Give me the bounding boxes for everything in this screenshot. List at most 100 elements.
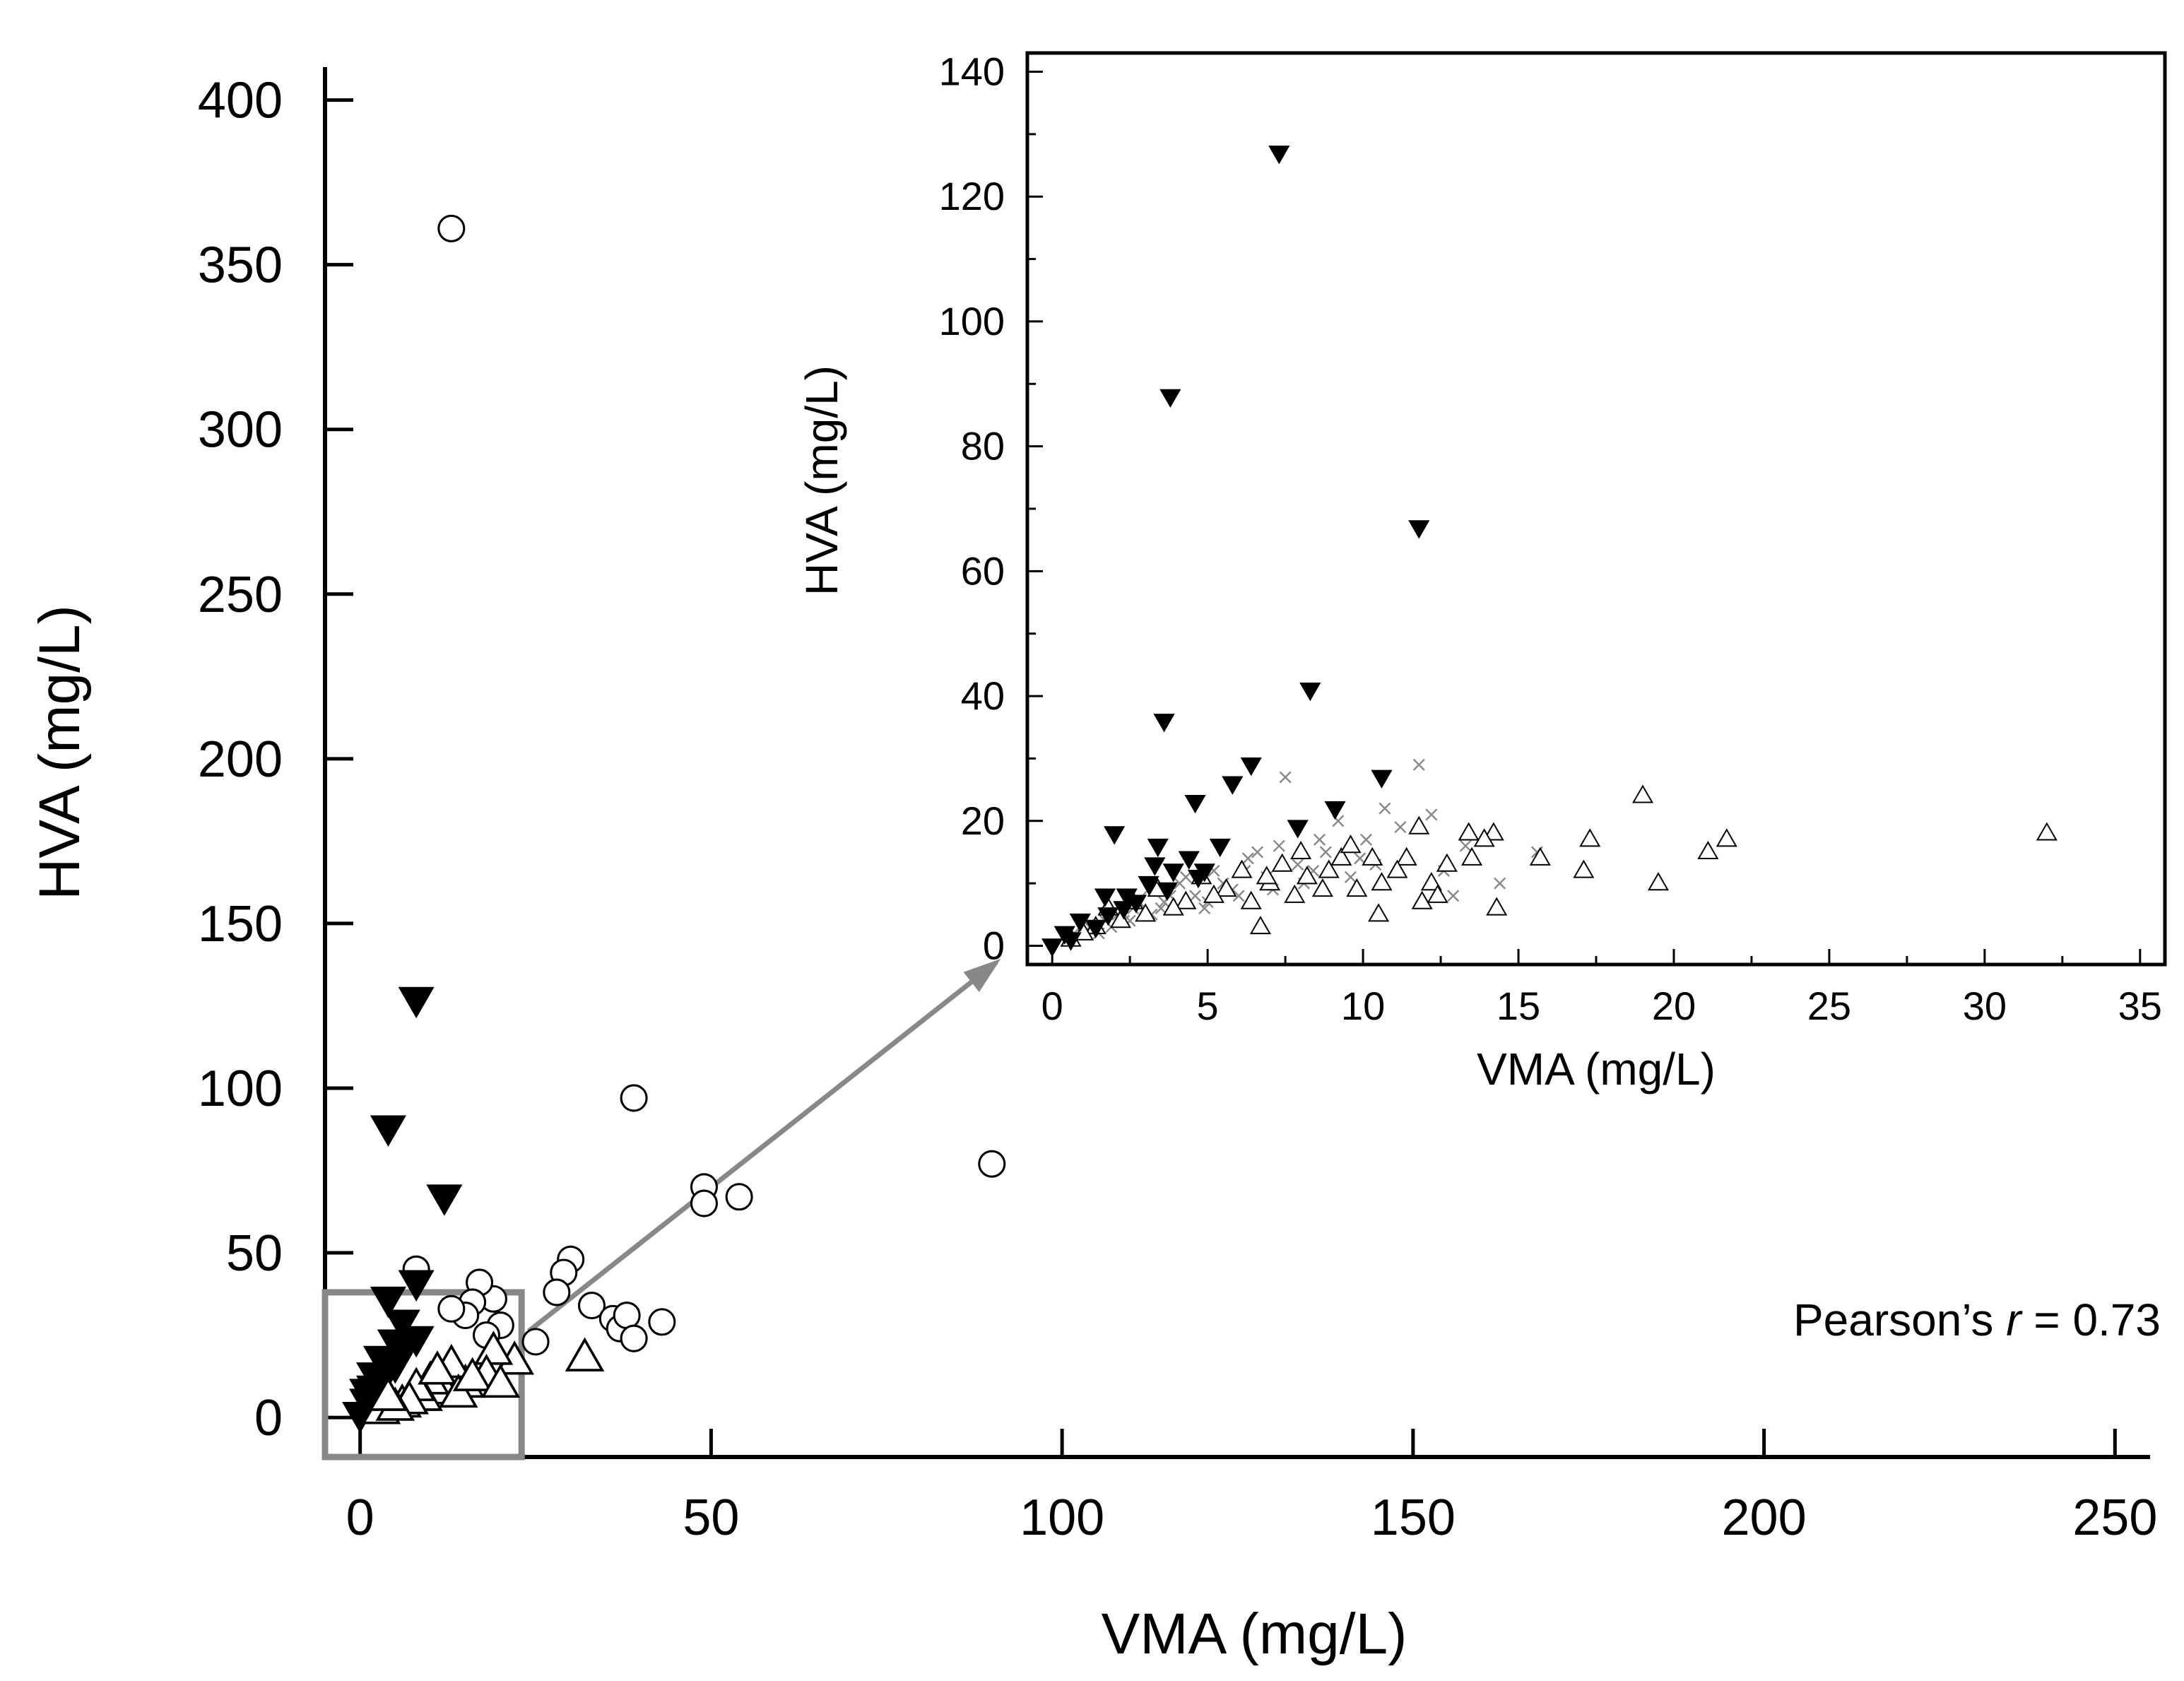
inset-point-open-triangle bbox=[1135, 903, 1157, 922]
inset-point-gray-x-stroke-b bbox=[1447, 890, 1460, 902]
main-y-tick-label: 150 bbox=[198, 896, 283, 952]
inset-point-open-triangle bbox=[1631, 784, 1654, 803]
inset-point-filled-down-triangle bbox=[1162, 863, 1184, 883]
main-y-tick-label: 50 bbox=[226, 1225, 283, 1282]
inset-point-filled-down-triangle bbox=[1187, 870, 1210, 889]
inset-point-filled-down-triangle bbox=[1222, 776, 1244, 795]
inset-point-filled-down-triangle bbox=[1104, 826, 1126, 845]
main-x-tick-label: 150 bbox=[1371, 1490, 1456, 1546]
inset-point-filled-down-triangle bbox=[1159, 389, 1181, 408]
inset-x-tick-label: 15 bbox=[1497, 984, 1540, 1028]
inset-y-tick-label: 100 bbox=[939, 299, 1005, 343]
inset-point-filled-down-triangle bbox=[1069, 913, 1091, 933]
inset-point-filled-down-triangle bbox=[1240, 757, 1262, 777]
zoom-arrow-head bbox=[963, 959, 1001, 992]
inset-point-filled-down-triangle bbox=[1147, 838, 1169, 858]
main-point-filled-down-triangle bbox=[370, 1286, 406, 1319]
inset-point-filled-down-triangle bbox=[1287, 820, 1309, 839]
inset-point-open-triangle bbox=[1256, 866, 1277, 885]
inset-y-tick-label: 20 bbox=[961, 798, 1005, 843]
pearson-annotation: Pearson’s r = 0.73 bbox=[1793, 1294, 2161, 1345]
inset-point-filled-down-triangle bbox=[1153, 714, 1175, 733]
inset-point-open-triangle bbox=[1231, 859, 1253, 878]
inset-point-gray-x bbox=[1279, 771, 1292, 784]
main-y-tick-label: 200 bbox=[198, 731, 283, 788]
inset-point-gray-x-stroke-b bbox=[1155, 902, 1167, 915]
main-point-open-circle bbox=[620, 1324, 648, 1352]
main-point-open-circle bbox=[613, 1302, 641, 1330]
main-y-tick-label: 0 bbox=[254, 1390, 283, 1446]
inset-point-gray-x bbox=[1394, 821, 1407, 834]
pearson-prefix: Pearson’s bbox=[1793, 1294, 2006, 1345]
main-point-open-circle bbox=[978, 1150, 1006, 1178]
inset-point-gray-x-stroke-b bbox=[1425, 808, 1438, 821]
inset-point-filled-down-triangle bbox=[1371, 769, 1393, 789]
inset-point-gray-x bbox=[1313, 833, 1326, 846]
main-y-axis-label: HVA (mg/L) bbox=[28, 605, 92, 900]
inset-point-open-triangle bbox=[1408, 815, 1430, 834]
inset-point-gray-x-stroke-b bbox=[1344, 871, 1357, 883]
inset-point-open-triangle bbox=[1162, 897, 1184, 916]
inset-point-open-triangle bbox=[1386, 859, 1408, 878]
inset-point-open-triangle bbox=[1284, 884, 1306, 903]
inset-point-filled-down-triangle bbox=[1094, 888, 1116, 907]
inset-point-gray-x bbox=[1354, 852, 1367, 865]
inset-point-open-triangle bbox=[1436, 853, 1458, 872]
inset-point-open-triangle bbox=[1175, 890, 1197, 909]
main-point-open-triangle bbox=[565, 1337, 605, 1372]
inset-point-open-triangle bbox=[1529, 847, 1551, 866]
main-point-open-circle bbox=[690, 1189, 718, 1217]
inset-point-open-triangle bbox=[1318, 859, 1340, 878]
inset-point-gray-x-stroke-b bbox=[1319, 846, 1332, 859]
inset-x-tick-label: 10 bbox=[1341, 984, 1385, 1028]
inset-point-filled-down-triangle bbox=[1178, 851, 1200, 870]
inset-x-tick-label: 35 bbox=[2118, 984, 2162, 1028]
inset-point-open-triangle bbox=[1240, 890, 1262, 909]
inset-x-tick-label: 25 bbox=[1807, 984, 1851, 1028]
inset-point-open-triangle bbox=[1697, 840, 1719, 860]
inset-point-filled-down-triangle bbox=[1053, 926, 1075, 945]
inset-ticks: 0 20 40 60 80 100 120 140 0 5 10 15 20 25 30 35 bbox=[939, 49, 2162, 1028]
inset-point-open-triangle bbox=[1311, 878, 1333, 897]
main-point-open-circle bbox=[648, 1308, 676, 1336]
pearson-value: = 0.73 bbox=[2021, 1294, 2161, 1345]
inset-y-tick-label: 140 bbox=[939, 49, 1005, 94]
main-point-open-triangle bbox=[438, 1373, 478, 1408]
inset-y-tick-label: 40 bbox=[961, 673, 1005, 718]
main-point-filled-down-triangle bbox=[370, 1115, 406, 1147]
inset-point-gray-x-stroke-b bbox=[1179, 871, 1192, 883]
inset-point-gray-x-stroke-b bbox=[1241, 852, 1254, 865]
main-x-tick-label: 250 bbox=[2072, 1490, 2157, 1546]
inset-y-tick-label: 0 bbox=[983, 923, 1005, 967]
inset-point-gray-x-stroke-b bbox=[1359, 833, 1373, 846]
inset-point-filled-down-triangle bbox=[1138, 875, 1159, 895]
inset-point-gray-x-stroke-b bbox=[1292, 859, 1304, 871]
inset-x-tick-label: 20 bbox=[1652, 984, 1696, 1028]
inset-point-open-triangle bbox=[1330, 847, 1352, 866]
inset-frame bbox=[1025, 51, 2167, 967]
inset-point-gray-x-stroke-b bbox=[1208, 864, 1220, 878]
inset-point-open-triangle bbox=[1109, 909, 1131, 928]
main-x-tick-label: 200 bbox=[1722, 1490, 1807, 1546]
inset-point-filled-down-triangle bbox=[1116, 888, 1138, 907]
inset-point-filled-down-triangle bbox=[1184, 795, 1206, 814]
inset-point-open-triangle bbox=[1486, 897, 1508, 916]
inset-point-gray-x bbox=[1459, 839, 1472, 852]
inset-point-gray-x bbox=[1198, 902, 1211, 915]
inset-point-open-triangle bbox=[1368, 903, 1390, 922]
inset-point-gray-x-stroke-b bbox=[1412, 758, 1425, 771]
inset-point-gray-x bbox=[1188, 890, 1202, 902]
main-point-filled-down-triangle bbox=[426, 1184, 463, 1216]
inset-point-open-triangle bbox=[1461, 847, 1483, 866]
main-point-open-triangle bbox=[480, 1363, 521, 1398]
inset-point-gray-x-stroke-b bbox=[1251, 846, 1264, 859]
inset-point-gray-x bbox=[1155, 902, 1167, 915]
inset-point-filled-down-triangle bbox=[1324, 801, 1346, 820]
inset-point-gray-x-stroke-b bbox=[1273, 839, 1285, 852]
inset-point-open-triangle bbox=[2036, 822, 2058, 841]
inset-point-open-triangle bbox=[1716, 828, 1737, 847]
main-point-open-triangle bbox=[452, 1357, 492, 1391]
inset-point-open-triangle bbox=[1395, 847, 1417, 866]
main-point-filled-down-triangle bbox=[398, 1270, 435, 1302]
